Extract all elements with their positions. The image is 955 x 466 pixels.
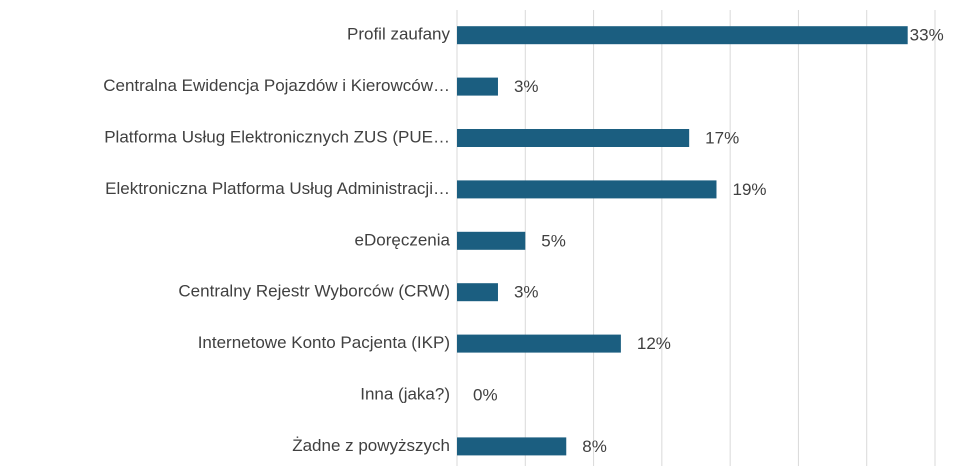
category-label: Internetowe Konto Pacjenta (IKP) xyxy=(198,333,450,352)
category-label: Platforma Usług Elektronicznych ZUS (PUE… xyxy=(104,127,450,146)
data-label: 5% xyxy=(541,231,566,250)
data-label: 12% xyxy=(637,334,671,353)
data-label: 19% xyxy=(732,180,766,199)
bar xyxy=(457,26,908,45)
bar xyxy=(457,180,717,199)
bar xyxy=(457,129,690,147)
bar xyxy=(457,283,498,302)
data-label: 8% xyxy=(582,437,607,456)
category-label: Centralna Ewidencja Pojazdów i Kierowców… xyxy=(103,76,450,95)
category-label: Inna (jaka?) xyxy=(360,384,450,403)
bar xyxy=(457,334,621,353)
category-label: Żadne z powyższych xyxy=(292,436,450,455)
bar xyxy=(457,77,498,96)
data-label: 3% xyxy=(514,77,539,96)
category-label: eDoręczenia xyxy=(355,230,451,249)
data-label: 0% xyxy=(473,385,498,404)
bar xyxy=(457,437,567,456)
category-label: Profil zaufany xyxy=(347,25,450,44)
category-label: Centralny Rejestr Wyborców (CRW) xyxy=(178,282,450,301)
data-label: 17% xyxy=(705,128,739,147)
data-label: 3% xyxy=(514,283,539,302)
bar xyxy=(457,231,526,250)
data-label: 33% xyxy=(910,26,944,45)
category-label: Elektroniczna Platforma Usług Administra… xyxy=(105,179,450,198)
